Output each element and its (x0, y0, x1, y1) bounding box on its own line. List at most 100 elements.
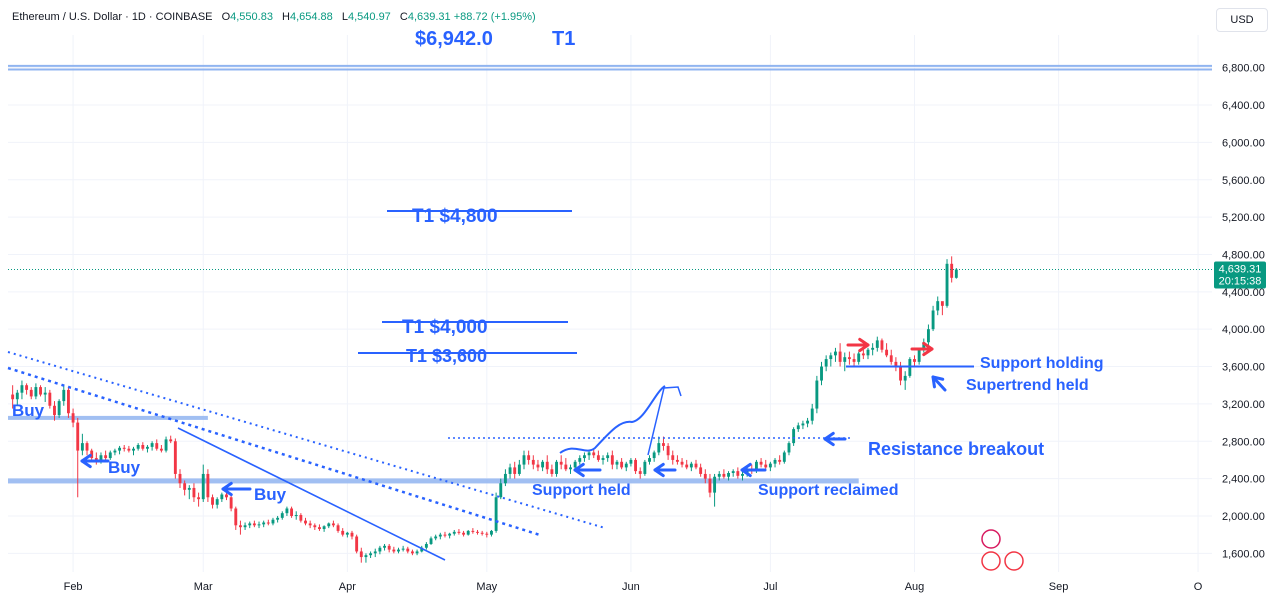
y-tick-label: 1,600.00 (1222, 548, 1265, 560)
candle-body (675, 459, 679, 462)
open-label: O (221, 11, 231, 23)
candle-body (406, 548, 410, 552)
candle-body (490, 530, 493, 535)
y-tick-label: 4,800.00 (1222, 249, 1265, 261)
countdown-value: 20:15:38 (1219, 275, 1262, 287)
candle-body (429, 538, 433, 544)
projection-path (647, 386, 682, 456)
trendline-dotted-heavy (7, 366, 541, 537)
candle-body (457, 531, 461, 533)
x-tick-label: Aug (905, 581, 925, 593)
y-tick-label: 3,600.00 (1222, 362, 1265, 374)
supertrend-arrow (931, 375, 947, 392)
candle-body (345, 532, 349, 535)
candle-body (341, 530, 345, 535)
candle-body (754, 461, 758, 472)
last-price-box (1214, 261, 1266, 289)
candle-body (778, 459, 782, 462)
y-tick-label: 2,000.00 (1222, 511, 1265, 523)
candle-body (792, 429, 796, 444)
candle-body (903, 375, 907, 381)
candle-body (266, 522, 270, 524)
candle-body (727, 473, 730, 477)
candle-body (243, 525, 247, 528)
candle-body (155, 443, 159, 449)
symbol-title: Ethereum / U.S. Dollar · 1D · COINBASE (12, 11, 213, 23)
change-value: +88.72 (+1.95%) (453, 11, 536, 23)
y-tick-label: 6,400.00 (1222, 100, 1265, 112)
candle-body (522, 455, 526, 465)
candle-body (415, 551, 419, 554)
low-label: L (341, 11, 348, 23)
resistance-breakout-label: Resistance breakout (868, 439, 1044, 459)
candle-body (452, 531, 456, 534)
candle-body (499, 483, 503, 498)
x-tick-label: Mar (194, 581, 213, 593)
candle-body (183, 483, 187, 490)
candle-body (238, 525, 242, 528)
candle-body (280, 513, 284, 518)
candle-body (680, 461, 684, 465)
candle-body (355, 536, 359, 552)
candle-body (146, 446, 149, 449)
candle-body (127, 448, 131, 451)
candle-body (545, 461, 549, 470)
trendline-dotted (7, 351, 606, 529)
candle-body (638, 471, 642, 474)
candle-body (824, 359, 828, 367)
candle-body (931, 310, 935, 330)
close-label: C (399, 11, 408, 23)
candle-body (885, 349, 889, 356)
candle-body (215, 499, 219, 505)
high-label: H (282, 11, 290, 23)
currency-button[interactable]: USD (1216, 8, 1268, 32)
candle-body (596, 455, 600, 460)
buy-label: Buy (254, 485, 287, 504)
candle-body (90, 450, 94, 459)
y-tick-label: 6,000.00 (1222, 137, 1265, 149)
candle-body (118, 447, 122, 451)
candle-body (555, 461, 558, 474)
candle-body (662, 443, 665, 446)
support-band (8, 478, 859, 484)
candle-body (843, 357, 847, 362)
candle-body (703, 473, 707, 479)
candle-body (764, 464, 768, 468)
support-reclaimed-label: Support reclaimed (758, 482, 898, 499)
candle-body (671, 455, 675, 460)
candle-body (420, 547, 424, 552)
candle-body (364, 555, 368, 558)
x-tick-label: Sep (1049, 581, 1069, 593)
candle-body (820, 366, 823, 381)
candle-body (169, 439, 173, 442)
candle-body (136, 444, 140, 449)
economic-event-icon (1004, 551, 1024, 571)
candle-body (559, 461, 563, 465)
candle-body (936, 301, 940, 311)
candle-body (387, 545, 391, 550)
candle-body (132, 448, 135, 451)
breakout-arrow (823, 431, 835, 447)
supertrend-held-label: Supertrend held (966, 377, 1089, 394)
candle-body (20, 385, 24, 393)
candle-body (299, 515, 303, 521)
candle-body (894, 361, 898, 367)
labels: $6,942.0 T1 T1 $4,800 T1 $4,000 T1 $3,600 Buy… (12, 28, 1104, 504)
candle-body (606, 455, 610, 459)
y-tick-label: 6,800.00 (1222, 63, 1265, 75)
target-t1-label: T1 (552, 28, 575, 50)
low-value: 4,540.97 (347, 11, 391, 23)
candle-body (508, 467, 512, 474)
candle-body (652, 452, 656, 459)
candle-body (847, 357, 851, 360)
candle-body (80, 443, 84, 451)
candle-body (834, 351, 837, 356)
candle-body (159, 448, 163, 451)
candle-body (99, 455, 103, 460)
candle-body (373, 551, 377, 554)
candle-body (782, 452, 786, 462)
candle-body (722, 473, 726, 477)
candle-body (322, 526, 326, 530)
